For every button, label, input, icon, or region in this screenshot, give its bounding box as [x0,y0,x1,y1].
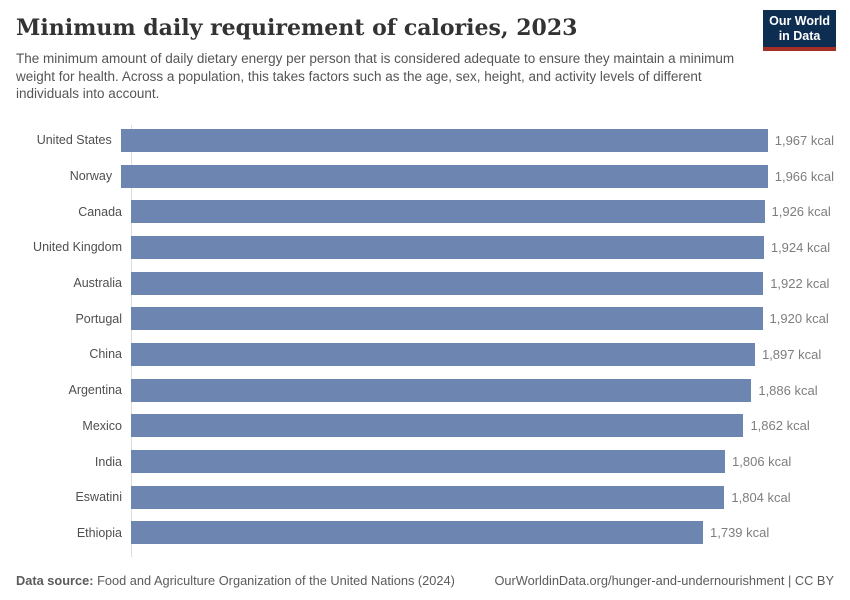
bar-track: 1,926 kcal [131,200,834,224]
owid-logo-line1: Our World [769,14,830,28]
owid-logo-line2: in Data [778,29,821,43]
bar-track: 1,886 kcal [131,378,834,402]
bar-row-india: India 1,806 kcal [16,444,834,480]
bar-value-label: 1,920 kcal [769,311,829,327]
bar-united-states[interactable] [120,128,768,152]
owid-url-link[interactable]: OurWorldinData.org/hunger-and-undernouri… [494,572,785,588]
bar-value-label: 1,926 kcal [771,204,831,220]
bar-track: 1,924 kcal [131,235,834,259]
bar-category-label: United States [36,133,112,148]
bar-track: 1,920 kcal [131,307,834,331]
bar-ethiopia[interactable] [131,521,703,545]
bar-portugal[interactable] [131,307,763,331]
bar-australia[interactable] [131,271,764,295]
bar-row-united-kingdom: United Kingdom 1,924 kcal [16,230,834,266]
bar-track: 1,967 kcal [120,128,834,152]
bar-track: 1,897 kcal [131,342,834,366]
bar-norway[interactable] [121,164,768,188]
license-label: CC BY [794,572,834,588]
bar-united-kingdom[interactable] [131,235,764,259]
bar-category-label: Australia [73,276,122,291]
bar-row-norway: Norway 1,966 kcal [16,158,834,194]
bar-value-label: 1,924 kcal [770,239,831,255]
bar-value-label: 1,886 kcal [758,382,818,398]
bar-row-canada: Canada 1,926 kcal [16,194,834,230]
bar-value-label: 1,967 kcal [774,132,834,148]
bar-row-ethiopia: Ethiopia 1,739 kcal [16,515,834,551]
bar-china[interactable] [131,342,755,366]
footer-attribution: OurWorldinData.org/hunger-and-undernouri… [494,573,834,589]
bar-track: 1,806 kcal [131,450,834,474]
bar-row-argentina: Argentina 1,886 kcal [16,372,834,408]
chart-footer: Data source: Food and Agriculture Organi… [16,573,834,589]
chart-title: Minimum daily requirement of calories, 2… [16,15,578,41]
bar-track: 1,804 kcal [131,485,834,509]
bar-value-label: 1,897 kcal [761,346,822,362]
bar-category-label: India [94,454,122,469]
bar-value-label: 1,804 kcal [731,489,791,505]
owid-logo[interactable]: Our World in Data [763,10,836,51]
bar-track: 1,966 kcal [121,164,834,188]
bar-category-label: Mexico [82,418,122,433]
data-source-note: Data source: Food and Agriculture Organi… [16,573,455,589]
bar-eswatini[interactable] [131,485,725,509]
bar-category-label: China [89,347,122,362]
chart-subtitle: The minimum amount of daily dietary ener… [16,51,735,101]
bar-row-eswatini: Eswatini 1,804 kcal [16,479,834,515]
bar-category-label: United Kingdom [33,240,122,255]
bar-track: 1,922 kcal [131,271,834,295]
bar-value-label: 1,739 kcal [710,525,770,541]
bar-row-china: China 1,897 kcal [16,337,834,373]
footer-separator: | [784,572,795,588]
bar-canada[interactable] [131,200,765,224]
bar-chart: United States 1,967 kcal Norway 1,966 kc… [16,123,834,557]
data-source-label: Data source: [16,572,94,588]
bar-track: 1,739 kcal [131,521,834,545]
bar-value-label: 1,806 kcal [732,454,792,470]
bar-value-label: 1,966 kcal [774,168,834,184]
bar-row-united-states: United States 1,967 kcal [16,123,834,159]
data-source-text: Food and Agriculture Organization of the… [93,572,455,588]
bar-category-label: Canada [78,204,122,219]
bar-argentina[interactable] [131,378,752,402]
bar-row-portugal: Portugal 1,920 kcal [16,301,834,337]
bar-rows: United States 1,967 kcal Norway 1,966 kc… [16,123,834,551]
bar-row-australia: Australia 1,922 kcal [16,265,834,301]
bar-value-label: 1,862 kcal [750,418,810,434]
y-axis-line [131,124,132,557]
bar-category-label: Argentina [68,383,122,398]
bar-track: 1,862 kcal [131,414,834,438]
bar-row-mexico: Mexico 1,862 kcal [16,408,834,444]
bar-category-label: Ethiopia [76,525,122,540]
bar-category-label: Portugal [75,311,122,326]
bar-india[interactable] [131,450,726,474]
bar-mexico[interactable] [131,414,744,438]
bar-category-label: Norway [69,169,113,184]
bar-value-label: 1,922 kcal [770,275,830,291]
bar-category-label: Eswatini [75,490,122,505]
